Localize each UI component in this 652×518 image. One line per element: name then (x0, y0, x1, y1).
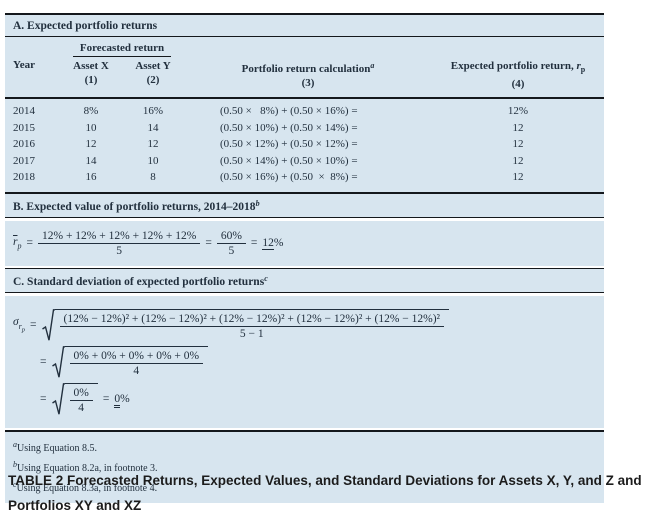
expected-return-value: 12 (512, 121, 524, 134)
fraction: 0% + 0% + 0% + 0% + 0% 4 (69, 350, 204, 377)
footnote-mark: a (13, 439, 17, 449)
equals-sign: = (205, 237, 212, 250)
column-expected-portfolio-return: Expected portfolio return, rp (4) (432, 59, 604, 91)
equals-sign: = (250, 237, 258, 250)
asset-x-label: Asset X (73, 60, 109, 72)
formula-line-3: = 0% 4 = 0% (13, 382, 604, 415)
equals-sign: = (26, 237, 33, 250)
year-value: 2017 (13, 154, 35, 167)
formula-line-2: = 0% + 0% + 0% + 0% + 0% 4 (13, 345, 604, 378)
calc-value: (0.50 × 14%) + (0.50 × 10%) = (220, 154, 358, 167)
r-symbol: r (576, 60, 581, 72)
footnote-mark: c (13, 479, 17, 489)
table-caption: TABLE 2 Forecasted Returns, Expected Val… (8, 473, 642, 513)
footnote: cUsing Equation 8.3a, in footnote 4. (13, 479, 158, 494)
year-value: 2016 (13, 138, 35, 151)
asset-x-value: 10 (85, 121, 97, 134)
footnote: aUsing Equation 8.5. (13, 439, 97, 454)
section-c-title-text: C. Standard deviation of expected portfo… (13, 275, 265, 288)
year-value: 2014 (13, 105, 35, 118)
calc-label: Portfolio return calculationa (241, 61, 375, 75)
asset-y-number: (2) (146, 74, 160, 86)
footnotes: aUsing Equation 8.5. bUsing Equation 8.2… (5, 431, 604, 503)
column-year: Year (13, 59, 35, 71)
result-value: 12% (262, 237, 284, 251)
sigma-symbol: σrp (13, 316, 26, 334)
section-a-title: A. Expected portfolio returns (5, 13, 604, 37)
asset-y-label: Asset Y (135, 60, 171, 72)
equals-sign: = (102, 392, 110, 405)
divider (5, 429, 604, 432)
equals-sign: = (30, 318, 37, 331)
section-b-footnote-mark: b (255, 198, 260, 208)
section-c-title: C. Standard deviation of expected portfo… (5, 267, 604, 293)
asset-x-value: 14 (85, 154, 97, 167)
calc-footnote-mark: a (370, 61, 375, 70)
radical-sign (42, 309, 55, 341)
square-root: 0% + 0% + 0% + 0% + 0% 4 (52, 345, 209, 378)
table-a-body: 2014 8% 16% (0.50 × 8%) + (0.50 × 16%) =… (5, 99, 604, 192)
asset-y-value: 10 (147, 154, 159, 167)
column-portfolio-return-calculation: Portfolio return calculationa (3) (184, 59, 432, 91)
asset-y-value: 16% (142, 105, 164, 118)
forecasted-return-label: Forecasted return (72, 42, 172, 57)
section-c-footnote-mark: c (264, 273, 268, 283)
calc-value: (0.50 × 12%) + (0.50 × 12%) = (220, 138, 358, 151)
radical-sign (52, 346, 65, 378)
expected-value-formula: rp = 12% + 12% + 12% + 12% + 12% 5 = 60%… (5, 220, 604, 266)
asset-x-number: (1) (84, 74, 98, 86)
asset-y-value: 14 (147, 121, 159, 134)
expected-return-value: 12 (512, 138, 524, 151)
column-asset-x: Asset X (1) (60, 59, 122, 91)
section-b-title: B. Expected value of portfolio returns, … (5, 191, 604, 218)
radical-sign (52, 383, 65, 415)
square-root: (12% − 12%)² + (12% − 12%)² + (12% − 12%… (42, 308, 449, 341)
table-panel: A. Expected portfolio returns Forecasted… (5, 13, 604, 503)
asset-x-value: 16 (85, 171, 97, 184)
equals-sign: = (40, 355, 47, 368)
year-value: 2018 (13, 171, 35, 184)
standard-deviation-formula: σrp = (12% − 12%)² + (12% − 12%)² + (12%… (5, 295, 604, 428)
table-a-header: Forecasted return Year Asset X (1) Asset… (5, 37, 604, 100)
r-bar-symbol: rp (13, 236, 22, 251)
result-value: 0% (114, 392, 130, 408)
section-a-title-text: A. Expected portfolio returns (13, 20, 158, 32)
expected-return-value: 12 (512, 154, 524, 167)
asset-y-value: 12 (147, 138, 159, 151)
calc-number: (3) (301, 77, 315, 89)
fraction: 12% + 12% + 12% + 12% + 12% 5 (37, 230, 201, 257)
footnote: bUsing Equation 8.2a, in footnote 3. (13, 459, 158, 474)
square-root: 0% 4 (52, 382, 98, 415)
expected-return-value: 12 (512, 171, 524, 184)
expected-number: (4) (511, 78, 525, 91)
footnote-mark: b (13, 459, 17, 469)
calc-value: (0.50 × 10%) + (0.50 × 14%) = (220, 121, 358, 134)
column-group-forecasted-return: Forecasted return (60, 42, 184, 59)
asset-x-value: 12 (85, 138, 97, 151)
asset-x-value: 8% (83, 105, 99, 118)
expected-return-value: 12% (507, 105, 529, 118)
year-value: 2015 (13, 121, 35, 134)
formula-line-1: σrp = (12% − 12%)² + (12% − 12%)² + (12%… (13, 308, 604, 341)
r-subscript: p (580, 65, 586, 75)
asset-y-value: 8 (150, 171, 156, 184)
calc-value: (0.50 × 8%) + (0.50 × 16%) = (220, 105, 358, 118)
fraction: (12% − 12%)² + (12% − 12%)² + (12% − 12%… (59, 313, 444, 340)
calc-value: (0.50 × 16%) + (0.50 × 8%) = (220, 171, 358, 184)
fraction: 60% 5 (216, 230, 246, 257)
section-b-title-text: B. Expected value of portfolio returns, … (13, 200, 256, 213)
fraction: 0% 4 (69, 387, 93, 414)
column-asset-y: Asset Y (2) (122, 59, 184, 91)
expected-label: Expected portfolio return, rp (450, 60, 586, 75)
equals-sign: = (40, 392, 47, 405)
